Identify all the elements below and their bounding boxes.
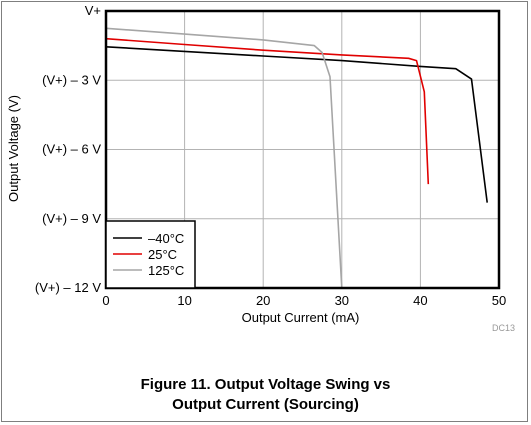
figure-id-label: DC13 xyxy=(492,323,515,333)
legend-label: –40°C xyxy=(148,231,184,246)
y-tick-label: (V+) – 6 V xyxy=(42,142,101,157)
caption-line-2: Output Current (Sourcing) xyxy=(172,396,359,413)
x-tick-label: 10 xyxy=(177,293,191,308)
series-line-0 xyxy=(105,46,488,203)
legend-label: 25°C xyxy=(148,247,177,262)
plot-border xyxy=(104,9,501,290)
legend-label: 125°C xyxy=(148,263,184,278)
x-tick-label: 20 xyxy=(256,293,270,308)
tick-labels: 0 10 20 30 40 50 V+ (V+) – 3 V (V+) – 6 V (V+) – … xyxy=(35,3,506,308)
y-tick-label: (V+) – 12 V xyxy=(35,280,101,295)
series-lines xyxy=(105,27,488,289)
x-tick-label: 40 xyxy=(413,293,427,308)
x-tick-label: 30 xyxy=(335,293,349,308)
x-axis-label: Output Current (mA) xyxy=(242,310,360,325)
y-tick-label: (V+) – 3 V xyxy=(42,72,101,87)
chart: 0 10 20 30 40 50 V+ (V+) – 3 V (V+) – 6 V (V+) – … xyxy=(6,3,515,333)
series-line-2 xyxy=(105,27,343,289)
x-tick-label: 50 xyxy=(492,293,506,308)
x-tick-label: 0 xyxy=(102,293,109,308)
series-line-1 xyxy=(105,37,430,185)
y-tick-label: (V+) – 9 V xyxy=(42,211,101,226)
y-axis-label: Output Voltage (V) xyxy=(6,95,21,202)
y-tick-label: V+ xyxy=(85,3,101,18)
caption-line-1: Figure 11. Output Voltage Swing vs xyxy=(140,376,391,393)
figure-caption: Figure 11. Output Voltage Swing vs Outpu… xyxy=(0,375,531,415)
